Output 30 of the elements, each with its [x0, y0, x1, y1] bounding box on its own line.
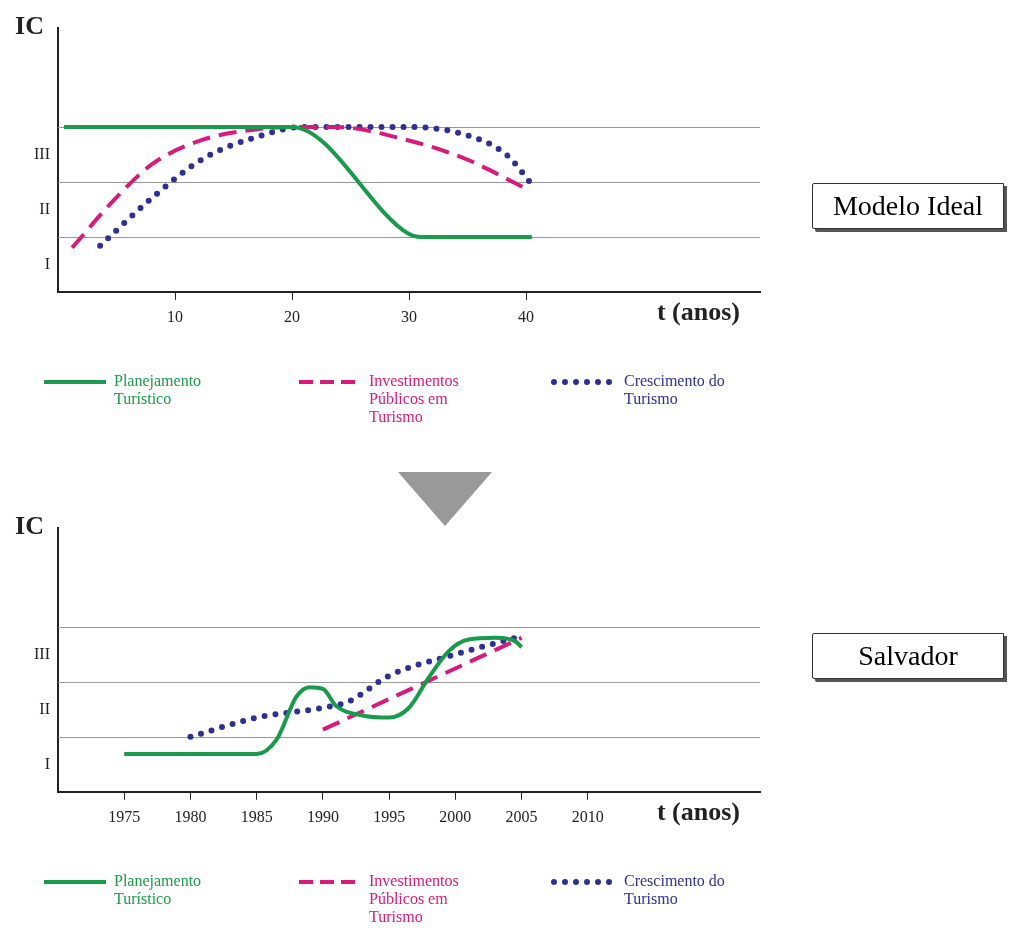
x-tick-label: 40 — [518, 307, 534, 325]
text: II — [39, 699, 50, 717]
x-tick-label: 1990 — [306, 807, 339, 825]
x-tick-label: 30 — [401, 307, 417, 325]
legend-label: Investimentos Públicos em Turismo — [369, 872, 460, 926]
legend-label: Planejamento Turístico — [114, 872, 203, 908]
x-tick-label: 2010 — [571, 807, 604, 825]
text: II — [39, 199, 50, 217]
x-tick-label: 1985 — [240, 807, 273, 825]
legend-label: Crescimento do Turismo — [624, 872, 726, 908]
x-tick-label: 2000 — [439, 807, 472, 825]
legend-label: Planejamento Turístico — [114, 372, 203, 408]
x-axis-title: t (anos) — [656, 796, 740, 826]
legend-label: Crescimento do Turismo — [624, 372, 726, 408]
x-tick-label: 2005 — [505, 807, 538, 825]
y-axis-title: IC — [15, 510, 44, 540]
text: III — [34, 144, 50, 162]
text: Salvador — [812, 633, 1004, 679]
x-axis-title: t (anos) — [656, 296, 740, 326]
x-tick-label: 20 — [284, 307, 300, 325]
x-tick-label: 1975 — [108, 807, 141, 825]
text: I — [44, 254, 50, 272]
text: Modelo Ideal — [812, 183, 1004, 229]
x-tick-label: 10 — [167, 307, 183, 325]
y-axis-title: IC — [15, 10, 44, 40]
text: I — [44, 754, 50, 772]
x-tick-label: 1980 — [174, 807, 207, 825]
x-tick-label: 1995 — [373, 807, 406, 825]
text: III — [34, 644, 50, 662]
legend-label: Investimentos Públicos em Turismo — [369, 372, 460, 426]
